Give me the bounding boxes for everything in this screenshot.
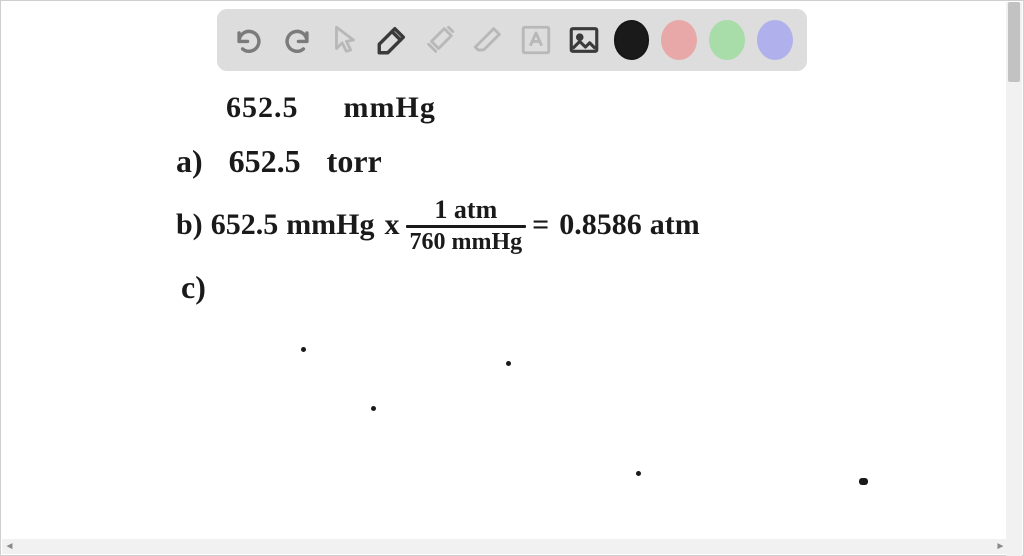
app-frame: 652.5 mmHg a) 652.5 torr b) 652.5 mmHg x… — [0, 0, 1024, 556]
line-b-rhs-unit: atm — [650, 208, 700, 242]
stray-dot — [636, 471, 641, 476]
color-purple[interactable] — [757, 20, 793, 60]
line-a: a) 652.5 torr — [176, 143, 382, 180]
toolbar — [217, 9, 807, 71]
line-b-frac-num: 1 atm — [430, 197, 501, 225]
line-a-unit: torr — [327, 143, 382, 179]
image-icon[interactable] — [566, 20, 602, 60]
redo-icon[interactable] — [279, 20, 315, 60]
stray-dot — [301, 347, 306, 352]
line-b-fraction: 1 atm 760 mmHg — [406, 197, 527, 254]
vertical-scroll-thumb[interactable] — [1008, 2, 1020, 82]
line-b-lhs-unit: mmHg — [286, 208, 374, 242]
vertical-scrollbar[interactable] — [1006, 2, 1022, 556]
pen-icon[interactable] — [375, 20, 411, 60]
stray-dot — [371, 406, 376, 411]
color-green[interactable] — [709, 20, 745, 60]
drawing-canvas[interactable]: 652.5 mmHg a) 652.5 torr b) 652.5 mmHg x… — [1, 71, 1007, 541]
line-c-label: c) — [181, 269, 206, 305]
line-a-label: a) — [176, 143, 203, 179]
undo-icon[interactable] — [231, 20, 267, 60]
line-b-lhs-value: 652.5 — [211, 208, 279, 242]
heading-value: 652.5 mmHg — [226, 91, 436, 125]
tools-icon[interactable] — [422, 20, 458, 60]
heading-unit: mmHg — [344, 91, 436, 124]
color-red[interactable] — [661, 20, 697, 60]
scroll-right-icon[interactable]: ► — [993, 539, 1008, 554]
line-b-label: b) — [176, 208, 203, 242]
scroll-left-icon[interactable]: ◄ — [2, 539, 17, 554]
eraser-icon[interactable] — [470, 20, 506, 60]
line-b-times: x — [385, 208, 400, 242]
horizontal-scrollbar[interactable]: ◄ ► — [2, 539, 1008, 554]
stray-dot — [859, 478, 868, 485]
stray-dot — [506, 361, 511, 366]
pointer-icon[interactable] — [327, 20, 363, 60]
line-a-value: 652.5 — [229, 143, 301, 179]
line-b-frac-den: 760 mmHg — [406, 228, 527, 254]
heading-number: 652.5 — [226, 91, 299, 124]
line-c: c) — [181, 269, 206, 306]
line-b-rhs-value: 0.8586 — [559, 208, 642, 242]
line-b: b) 652.5 mmHg x 1 atm 760 mmHg = 0.8586 … — [176, 197, 700, 254]
text-icon[interactable] — [518, 20, 554, 60]
line-b-eq: = — [532, 208, 549, 242]
color-black[interactable] — [614, 20, 650, 60]
